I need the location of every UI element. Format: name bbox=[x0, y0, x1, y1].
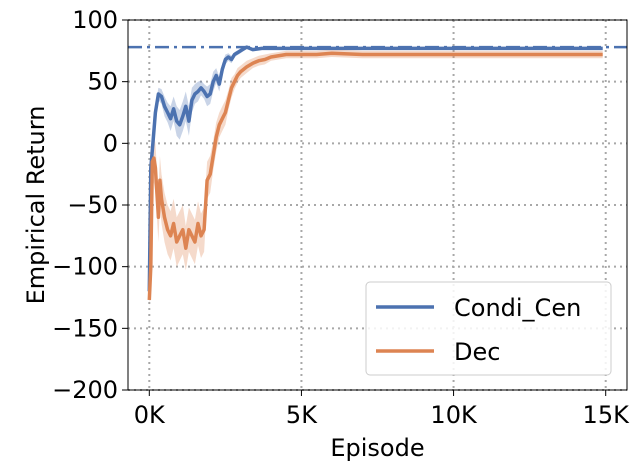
y-axis-label: Empirical Return bbox=[22, 106, 50, 305]
legend-label-dec: Dec bbox=[454, 338, 500, 366]
y-tick-label: −100 bbox=[52, 253, 118, 281]
series-lines bbox=[147, 45, 603, 301]
series-line-condi-cen bbox=[147, 45, 603, 292]
x-tick-label: 10K bbox=[430, 401, 478, 429]
y-tick-label: −150 bbox=[52, 314, 118, 342]
legend-label-condi-cen: Condi_Cen bbox=[454, 294, 581, 322]
x-tick-label: 15K bbox=[583, 401, 631, 429]
y-tick-label: 100 bbox=[72, 6, 118, 34]
series-line-dec bbox=[147, 51, 603, 301]
legend: Condi_Cen Dec bbox=[365, 281, 612, 376]
x-tick-label: 0K bbox=[134, 401, 166, 429]
x-tick-label: 5K bbox=[286, 401, 318, 429]
y-tick-label: −200 bbox=[52, 376, 118, 404]
y-tick-label: −50 bbox=[67, 191, 118, 219]
y-tick-label: 0 bbox=[103, 129, 118, 157]
axis-ticks: −200 −150 −100 −50 0 50 100 0K 5K 10K 15K bbox=[52, 6, 630, 429]
x-axis-label: Episode bbox=[330, 434, 424, 462]
y-tick-label: 50 bbox=[87, 68, 118, 96]
